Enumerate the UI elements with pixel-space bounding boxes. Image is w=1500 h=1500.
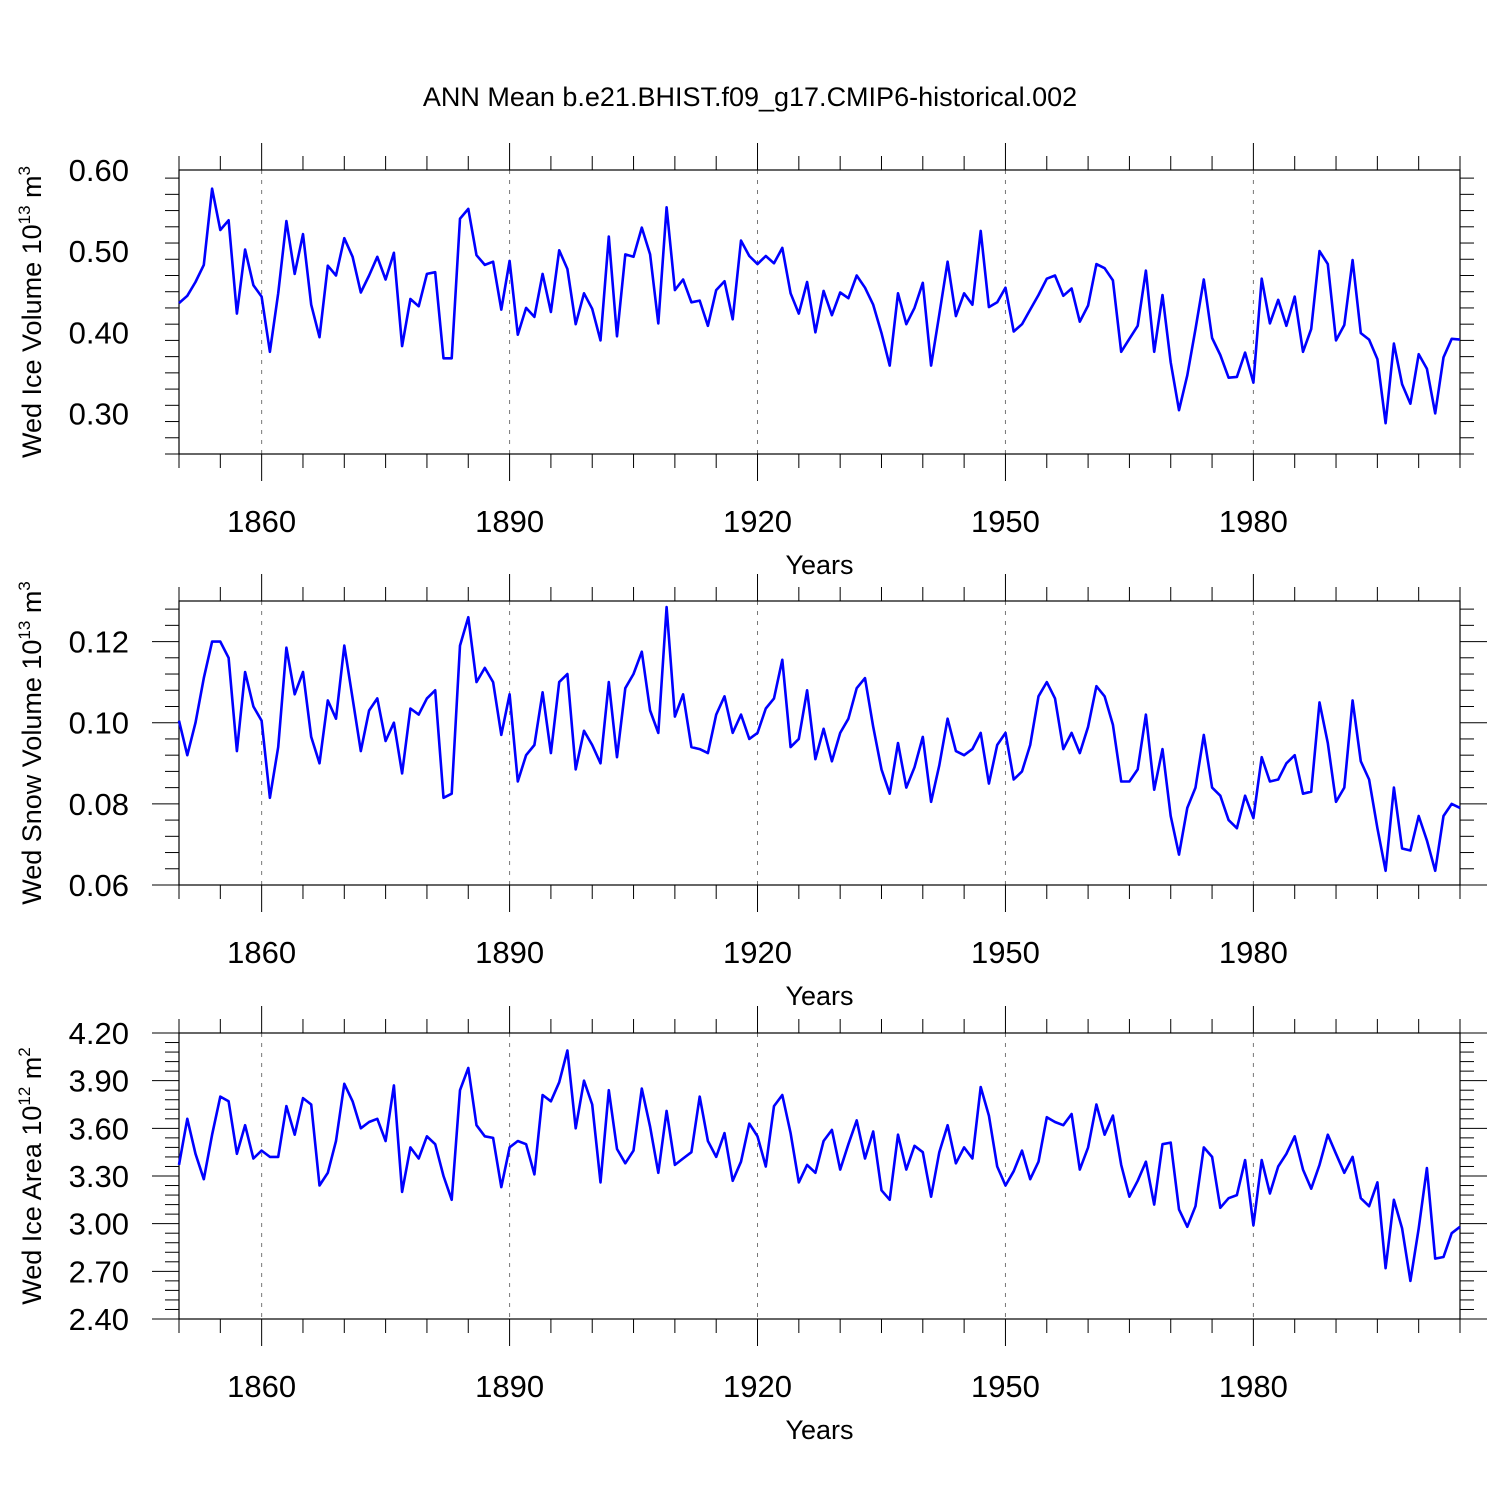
- ice-volume-panel: 1860 1890 1920 1950 1980 0.30 0.40 0.50 0.60 Year…: [15, 143, 1474, 580]
- ice-volume-ytick-label: 0.60: [69, 153, 129, 188]
- ice-area-xtick-label: 1980: [1219, 1369, 1288, 1404]
- snow-volume-plot-frame: [178, 600, 1461, 886]
- ice-volume-xtick-label: 1860: [227, 504, 296, 539]
- snow-volume-xtick-label: 1950: [971, 935, 1040, 970]
- ice-volume-xtick-label: 1890: [475, 504, 544, 539]
- snow-volume-xtick-label: 1920: [723, 935, 792, 970]
- ice-area-ytick-label: 4.20: [69, 1016, 129, 1051]
- snow-volume-ytick-label: 0.10: [69, 706, 129, 741]
- ice-volume-ytick-label: 0.50: [69, 234, 129, 269]
- ice-area-ytick-label: 2.70: [69, 1254, 129, 1289]
- ice-volume-xtick-label: 1980: [1219, 504, 1288, 539]
- ice-area-xtick-label: 1860: [227, 1369, 296, 1404]
- ice-area-ytick-label: 3.90: [69, 1064, 129, 1099]
- ice-area-ytick-label: 3.00: [69, 1207, 129, 1242]
- ice-volume-xtick-label: 1950: [971, 504, 1040, 539]
- snow-volume-series-line: [177, 605, 1461, 873]
- ice-volume-ytick-label: 0.30: [69, 396, 129, 431]
- ice-area-ytick-label: 3.60: [69, 1111, 129, 1146]
- snow-volume-yaxis-label: Wed Snow Volume 1013 m3: [15, 581, 47, 905]
- ice-area-xtick-label: 1920: [723, 1369, 792, 1404]
- snow-volume-xaxis-label: Years: [785, 981, 853, 1011]
- snow-volume-ytick-label: 0.12: [69, 625, 129, 660]
- snow-volume-ytick-label: 0.06: [69, 868, 129, 903]
- snow-volume-xtick-label: 1890: [475, 935, 544, 970]
- ice-area-xtick-label: 1950: [971, 1369, 1040, 1404]
- ice-volume-series-line: [178, 187, 1461, 425]
- ice-volume-yaxis-label: Wed Ice Volume 1013 m3: [15, 166, 47, 458]
- snow-volume-ytick-label: 0.08: [69, 787, 129, 822]
- snow-volume-xtick-label: 1980: [1219, 935, 1288, 970]
- ice-volume-plot-frame: [178, 169, 1461, 455]
- ice-area-yaxis-label: Wed Ice Area 1012 m2: [15, 1047, 47, 1305]
- ice-volume-xaxis-label: Years: [785, 550, 853, 580]
- ice-volume-xtick-label: 1920: [723, 504, 792, 539]
- ice-volume-ytick-label: 0.40: [69, 315, 129, 350]
- figure-title: ANN Mean b.e21.BHIST.f09_g17.CMIP6-histo…: [423, 82, 1077, 112]
- snow-volume-panel: 1860 1890 1920 1950 1980 0.06 0.08 0.10 0.12 Year…: [15, 574, 1487, 1011]
- ice-area-panel: 1860 1890 1920 1950 1980 2.40 2.70 3.00 3.30 3.60…: [15, 1006, 1487, 1445]
- ice-area-xaxis-label: Years: [785, 1415, 853, 1445]
- ice-area-ytick-label: 3.30: [69, 1159, 129, 1194]
- snow-volume-xtick-label: 1860: [227, 935, 296, 970]
- ice-area-series-line: [177, 1049, 1461, 1283]
- ice-area-xtick-label: 1890: [475, 1369, 544, 1404]
- ice-area-ytick-label: 2.40: [69, 1302, 129, 1337]
